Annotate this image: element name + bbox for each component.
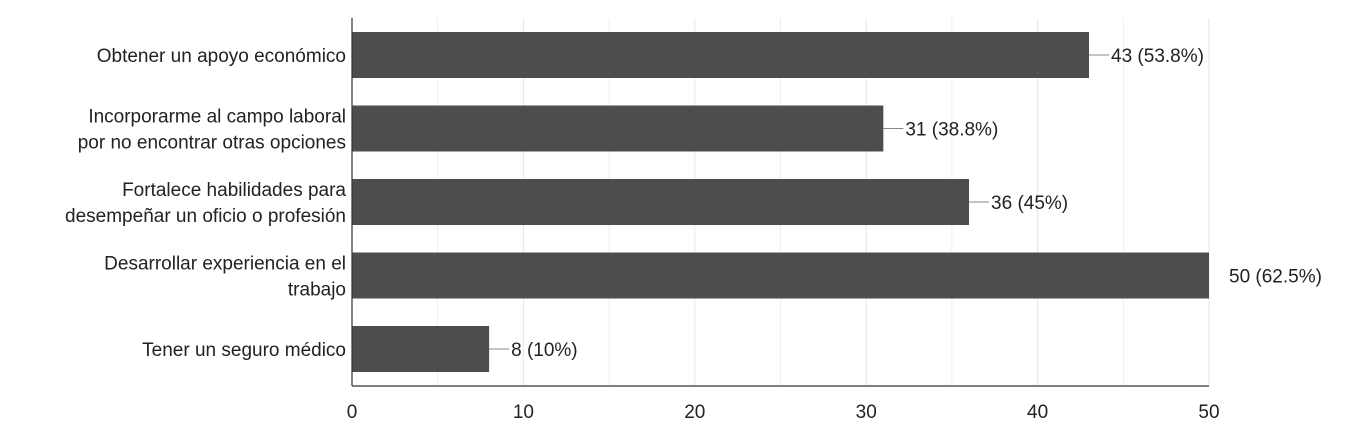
x-tick-label: 40	[1027, 402, 1048, 423]
bar	[352, 105, 884, 152]
bar	[352, 32, 1090, 78]
category-label: Obtener un apoyo económico	[97, 46, 346, 67]
bar	[352, 252, 1209, 299]
data-label: 36 (45%)	[991, 193, 1068, 214]
category-label-line: por no encontrar otras opciones	[78, 133, 346, 154]
category-label-line: trabajo	[288, 280, 346, 301]
category-label-line: Tener un seguro médico	[142, 340, 346, 361]
x-tick-label: 50	[1198, 402, 1219, 423]
axes: 0 10 20 30 40 50	[347, 18, 1220, 423]
data-label: 43 (53.8%)	[1111, 46, 1204, 67]
category-label: Tener un seguro médico	[142, 340, 346, 361]
category-label-line: desempeñar un oficio o profesión	[65, 206, 346, 227]
bar	[352, 326, 490, 372]
data-label: 8 (10%)	[511, 340, 578, 361]
data-label: 31 (38.8%)	[905, 120, 998, 141]
category-label: Desarrollar experiencia en el trabajo	[104, 254, 346, 301]
data-label: 50 (62.5%)	[1229, 267, 1322, 288]
bar	[352, 179, 970, 225]
bars	[352, 32, 1209, 372]
category-label: Incorporarme al campo laboral por no enco…	[78, 107, 346, 154]
category-label-line: Fortalece habilidades para	[122, 180, 346, 201]
category-label-line: Incorporarme al campo laboral	[88, 107, 346, 128]
category-label-line: Desarrollar experiencia en el	[104, 254, 346, 275]
category-label: Fortalece habilidades para desempeñar un …	[65, 180, 346, 227]
x-tick-label: 20	[684, 402, 705, 423]
x-tick-label: 10	[513, 402, 534, 423]
category-label-line: Obtener un apoyo económico	[97, 46, 346, 67]
x-tick-label: 30	[856, 402, 877, 423]
x-tick-label: 0	[347, 402, 358, 423]
labels: 43 (53.8%) Obtener un apoyo económico 31 (…	[65, 46, 1322, 361]
